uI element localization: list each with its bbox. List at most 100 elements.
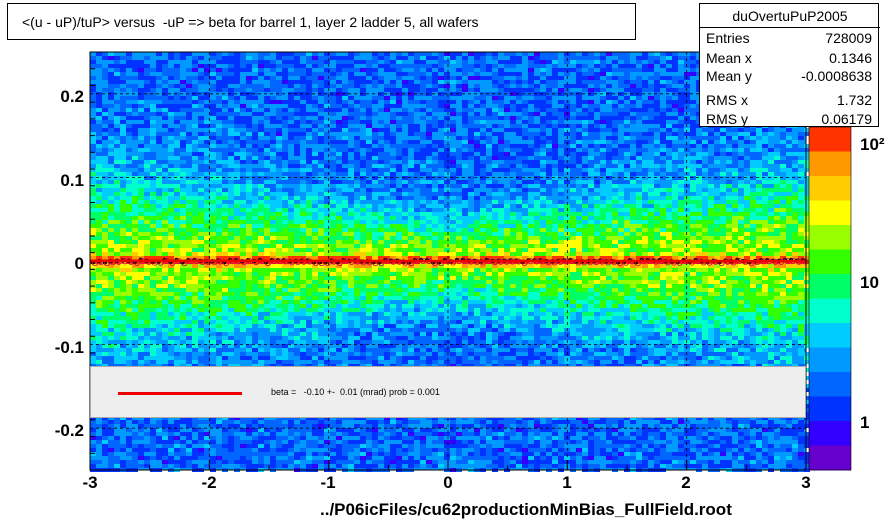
heatmap-cell — [234, 116, 240, 120]
heatmap-cell — [216, 232, 222, 236]
heatmap-cell — [444, 220, 450, 224]
heatmap-cell — [312, 112, 318, 116]
heatmap-cell — [378, 240, 384, 244]
heatmap-cell — [138, 148, 144, 152]
heatmap-cell — [456, 152, 462, 156]
heatmap-cell — [498, 184, 504, 188]
heatmap-cell — [90, 132, 96, 136]
heatmap-cell — [432, 156, 438, 160]
heatmap-cell — [534, 244, 540, 248]
heatmap-cell — [618, 168, 624, 172]
heatmap-cell — [462, 184, 468, 188]
heatmap-cell — [438, 180, 444, 184]
heatmap-cell — [372, 56, 378, 60]
heatmap-cell — [612, 216, 618, 220]
heatmap-cell — [636, 224, 642, 228]
heatmap-cell — [390, 252, 396, 256]
heatmap-cell — [126, 204, 132, 208]
heatmap-cell — [198, 168, 204, 172]
heatmap-cell — [432, 148, 438, 152]
heatmap-cell — [198, 180, 204, 184]
heatmap-cell — [276, 132, 282, 136]
heatmap-cell — [606, 72, 612, 76]
heatmap-cell — [396, 52, 402, 56]
heatmap-cell — [630, 104, 636, 108]
heatmap-cell — [456, 164, 462, 168]
heatmap-cell — [528, 164, 534, 168]
heatmap-cell — [726, 164, 732, 168]
heatmap-cell — [444, 88, 450, 92]
heatmap-cell — [636, 152, 642, 156]
heatmap-cell — [552, 180, 558, 184]
heatmap-cell — [354, 112, 360, 116]
heatmap-cell — [330, 208, 336, 212]
heatmap-cell — [360, 156, 366, 160]
heatmap-cell — [564, 108, 570, 112]
heatmap-cell — [240, 140, 246, 144]
heatmap-cell — [726, 228, 732, 232]
heatmap-cell — [168, 76, 174, 80]
heatmap-cell — [510, 232, 516, 236]
heatmap-cell — [108, 240, 114, 244]
heatmap-cell — [492, 76, 498, 80]
heatmap-cell — [534, 140, 540, 144]
heatmap-cell — [186, 108, 192, 112]
heatmap-cell — [678, 96, 684, 100]
heatmap-cell — [696, 220, 702, 224]
heatmap-cell — [420, 192, 426, 196]
heatmap-cell — [570, 148, 576, 152]
heatmap-cell — [174, 132, 180, 136]
heatmap-cell — [348, 256, 354, 260]
heatmap-cell — [180, 216, 186, 220]
heatmap-cell — [474, 140, 480, 144]
heatmap-cell — [234, 224, 240, 228]
heatmap-cell — [492, 228, 498, 232]
heatmap-cell — [276, 84, 282, 88]
heatmap-cell — [210, 212, 216, 216]
heatmap-cell — [654, 232, 660, 236]
heatmap-cell — [216, 244, 222, 248]
heatmap-cell — [378, 244, 384, 248]
heatmap-cell — [762, 212, 768, 216]
heatmap-cell — [780, 164, 786, 168]
heatmap-cell — [804, 224, 810, 228]
heatmap-cell — [90, 224, 96, 228]
heatmap-cell — [354, 164, 360, 168]
heatmap-cell — [114, 144, 120, 148]
heatmap-cell — [156, 232, 162, 236]
heatmap-cell — [216, 236, 222, 240]
heatmap-cell — [762, 224, 768, 228]
heatmap-cell — [318, 248, 324, 252]
heatmap-cell — [144, 124, 150, 128]
heatmap-cell — [420, 156, 426, 160]
heatmap-cell — [720, 144, 726, 148]
heatmap-cell — [666, 108, 672, 112]
heatmap-cell — [312, 80, 318, 84]
heatmap-cell — [768, 132, 774, 136]
heatmap-cell — [600, 60, 606, 64]
heatmap-cell — [282, 244, 288, 248]
heatmap-cell — [414, 252, 420, 256]
heatmap-cell — [666, 84, 672, 88]
heatmap-cell — [312, 256, 318, 260]
heatmap-cell — [126, 56, 132, 60]
heatmap-cell — [144, 160, 150, 164]
heatmap-cell — [318, 256, 324, 260]
heatmap-cell — [372, 236, 378, 240]
heatmap-cell — [108, 252, 114, 256]
heatmap-cell — [336, 248, 342, 252]
heatmap-cell — [120, 252, 126, 256]
heatmap-cell — [192, 84, 198, 88]
heatmap-cell — [120, 212, 126, 216]
heatmap-cell — [174, 252, 180, 256]
heatmap-cell — [216, 68, 222, 72]
heatmap-cell — [144, 212, 150, 216]
heatmap-cell — [342, 160, 348, 164]
heatmap-cell — [264, 144, 270, 148]
heatmap-cell — [690, 152, 696, 156]
heatmap-cell — [600, 56, 606, 60]
heatmap-cell — [294, 164, 300, 168]
heatmap-cell — [726, 140, 732, 144]
heatmap-cell — [630, 204, 636, 208]
heatmap-cell — [438, 124, 444, 128]
